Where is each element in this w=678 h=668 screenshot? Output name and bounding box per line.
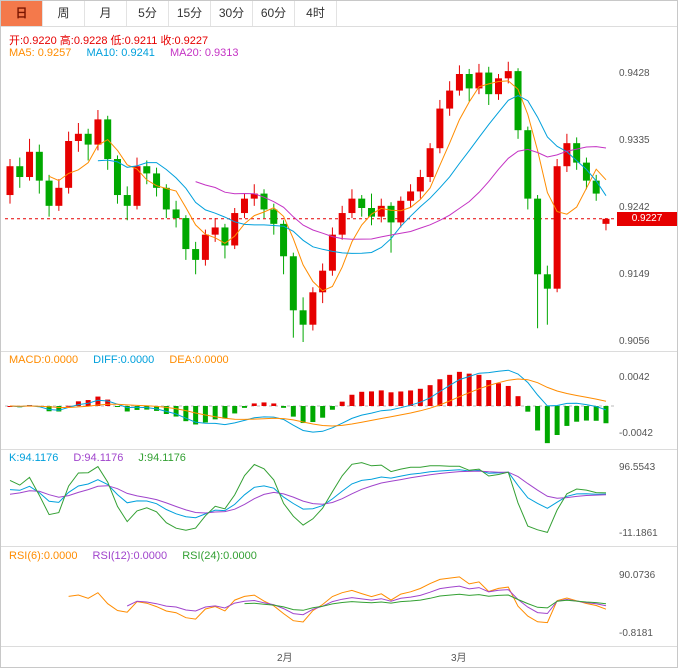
- ma5-label: MA5: 0.9257: [9, 47, 72, 59]
- tab-4hour[interactable]: 4时: [295, 1, 337, 26]
- current-price-tag: 0.9227: [617, 212, 677, 226]
- kdj-axis-label: 96.5543: [619, 462, 656, 473]
- ma20-label: MA20: 0.9313: [170, 47, 239, 59]
- price-axis-label: 0.9428: [619, 68, 650, 79]
- tab-60min[interactable]: 60分: [253, 1, 295, 26]
- timeframe-tabs: 日 周 月 5分 15分 30分 60分 4时: [1, 1, 677, 27]
- rsi12-label: RSI(12):0.0000: [92, 550, 168, 562]
- tab-month[interactable]: 月: [85, 1, 127, 26]
- month-label-feb: 2月: [277, 653, 293, 664]
- price-axis-label: 0.9149: [619, 269, 650, 280]
- rsi-axis-label: -0.8181: [619, 628, 653, 639]
- diff-label: DIFF:0.0000: [93, 354, 155, 366]
- month-label-mar: 3月: [451, 653, 467, 664]
- tab-week[interactable]: 周: [43, 1, 85, 26]
- macd-axis-label: 0.0042: [619, 372, 650, 383]
- kdj-axis-label: -11.1861: [619, 528, 658, 539]
- dea-label: DEA:0.0000: [169, 354, 229, 366]
- macd-info-row: MACD:0.0000 DIFF:0.0000 DEA:0.0000: [9, 354, 229, 366]
- rsi-axis-label: 90.0736: [619, 570, 656, 581]
- j-label: J:94.1176: [138, 452, 186, 464]
- price-axis-label: 0.9056: [619, 336, 650, 347]
- ma-info-row: MA5: 0.9257 MA10: 0.9241 MA20: 0.9313: [9, 47, 239, 59]
- price-axis-label: 0.9242: [619, 202, 650, 213]
- tab-5min[interactable]: 5分: [127, 1, 169, 26]
- d-label: D:94.1176: [73, 452, 124, 464]
- tab-15min[interactable]: 15分: [169, 1, 211, 26]
- k-label: K:94.1176: [9, 452, 59, 464]
- price-axis-label: 0.9335: [619, 135, 650, 146]
- tab-30min[interactable]: 30分: [211, 1, 253, 26]
- rsi24-label: RSI(24):0.0000: [182, 550, 257, 562]
- kdj-info-row: K:94.1176 D:94.1176 J:94.1176: [9, 452, 186, 464]
- macd-label: MACD:0.0000: [9, 354, 79, 366]
- ohlc-values: 开:0.9220 高:0.9228 低:0.9211 收:0.9227: [9, 35, 209, 47]
- macd-axis-label: -0.0042: [619, 428, 653, 439]
- ma10-label: MA10: 0.9241: [86, 47, 155, 59]
- ohlc-info-row: 开:0.9220 高:0.9228 低:0.9211 收:0.9227: [9, 32, 208, 48]
- rsi-info-row: RSI(6):0.0000 RSI(12):0.0000 RSI(24):0.0…: [9, 550, 257, 562]
- tab-day[interactable]: 日: [1, 1, 43, 26]
- rsi6-label: RSI(6):0.0000: [9, 550, 78, 562]
